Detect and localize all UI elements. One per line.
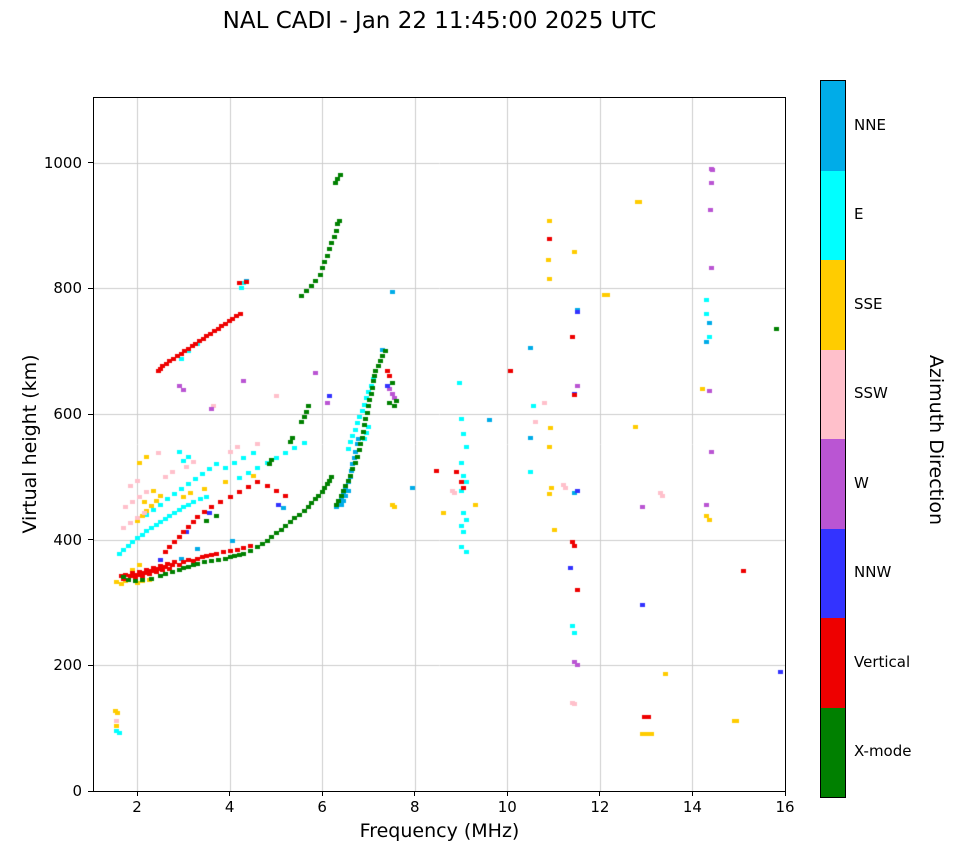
x-tick-label: 10 [497,798,517,816]
colorbar-segment-ssw [821,349,845,440]
y-tick-mark [88,162,94,164]
colorbar-segment-x-mode [821,707,845,797]
x-tick-mark [136,791,138,796]
x-tick-mark [784,791,786,796]
y-tick-mark [88,413,94,415]
colorbar-tick-label: E [854,205,864,224]
plot-area-border [93,97,786,792]
y-tick-label: 1000 [43,153,82,172]
y-tick-mark [88,287,94,289]
y-tick-label: 800 [53,279,82,298]
colorbar-segment-nne [821,81,845,171]
scatter-canvas [94,98,785,791]
x-tick-mark [691,791,693,796]
colorbar-segment-vertical [821,618,845,708]
y-tick-label: 0 [72,782,82,800]
x-tick-mark [506,791,508,796]
colorbar-tick-label: W [854,473,869,492]
x-tick-label: 6 [317,798,327,816]
colorbar-tick-label: Vertical [854,652,911,671]
colorbar-tick-label: SSE [854,294,883,313]
colorbar-tick-label: SSW [854,384,888,403]
y-tick-label: 200 [53,656,82,675]
y-tick-mark [88,790,94,792]
x-tick-mark [414,791,416,796]
colorbar-tick-label: NNW [854,563,892,582]
x-axis-label: Frequency (MHz) [359,820,520,842]
colorbar-tick-label: X-mode [854,742,912,761]
x-tick-mark [599,791,601,796]
x-tick-label: 8 [409,798,420,816]
x-tick-label: 14 [682,798,702,816]
x-tick-label: 2 [132,798,142,816]
colorbar-segment-e [821,170,845,261]
y-axis-label: Virtual height (km) [19,354,41,534]
colorbar-segment-w [821,439,845,529]
x-tick-mark [321,791,323,796]
colorbar-segment-nnw [821,528,845,619]
x-tick-label: 16 [775,798,795,816]
x-tick-label: 12 [590,798,610,816]
colorbar-axis-label: Azimuth Direction [925,354,947,526]
x-tick-mark [229,791,231,796]
x-tick-label: 4 [224,798,235,816]
colorbar [820,80,846,798]
chart-title: NAL CADI - Jan 22 11:45:00 2025 UTC [222,8,657,34]
y-tick-mark [88,664,94,666]
colorbar-segment-sse [821,260,845,350]
y-tick-label: 400 [53,530,82,549]
y-tick-label: 600 [53,405,82,424]
y-tick-mark [88,539,94,541]
colorbar-tick-label: NNE [854,115,886,134]
